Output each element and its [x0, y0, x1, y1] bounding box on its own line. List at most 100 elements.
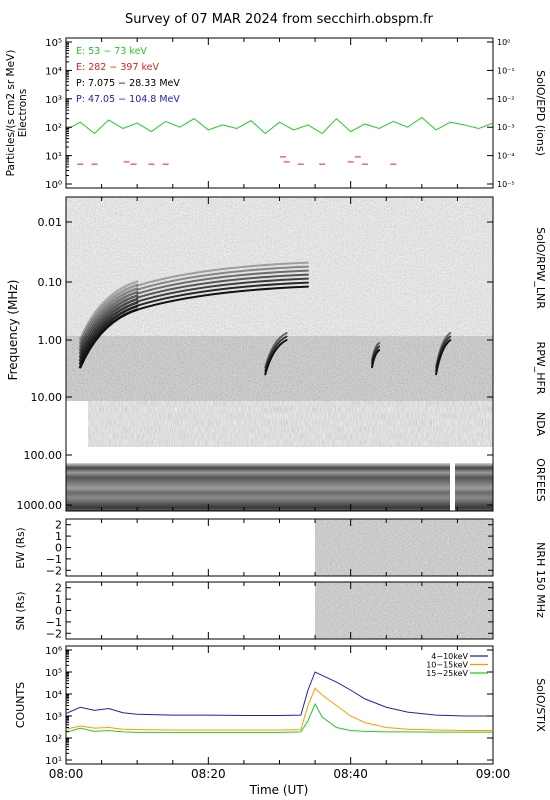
- nrh-ew-map: [315, 519, 493, 576]
- radio-burst-track: [78, 297, 139, 358]
- sn-tick-label: 1: [55, 593, 62, 606]
- epd-tick-label-left: 10⁵: [45, 38, 62, 49]
- orfees-gap: [450, 463, 455, 511]
- radio-burst-track: [78, 308, 139, 369]
- epd-tick-label-right: 10⁻⁵: [497, 180, 515, 189]
- sn-tick-label: −1: [46, 616, 62, 629]
- freq-tick-label: 0.01: [38, 216, 63, 229]
- ew-tick-label: 2: [55, 519, 62, 532]
- nrh-label: NRH 150 MHz: [534, 542, 547, 618]
- stix-tick-label: 10⁵: [45, 668, 62, 679]
- radio-burst-track: [264, 335, 288, 372]
- spectrogram-panel: 0.01 0.10 1.00 10.00 100.00 1000.00 Frequency…: [6, 196, 547, 512]
- nrh-sn-panel: 210−1−2 SN (Rs): [15, 581, 494, 640]
- epd-tick-label-right: 10⁻¹: [497, 66, 515, 75]
- radio-burst-track: [78, 301, 139, 362]
- label-hfr: RPW_HFR: [534, 342, 547, 395]
- x-tick-label: 08:40: [333, 767, 368, 781]
- epd-legend: E: 53 − 73 keV E: 282 − 397 keV P: 7.075…: [76, 46, 180, 105]
- radio-burst-track: [136, 285, 309, 311]
- epd-tick-label-right: 10⁻²: [497, 95, 515, 104]
- ew-tick-label: −2: [46, 564, 62, 577]
- freq-tick-label: 0.10: [38, 276, 63, 289]
- stix-tick-label: 10¹: [45, 756, 62, 767]
- epd-ylabel: Particles/(s cm2 sr MeV): [5, 50, 17, 177]
- orfees-spectrum: [66, 463, 493, 511]
- radio-burst-track: [78, 280, 139, 341]
- stix-legend-label-10-15kev: 10−15keV: [426, 661, 468, 670]
- sn-tick-label: 2: [55, 582, 62, 595]
- epd-tick-label-right: 10⁻⁴: [497, 152, 515, 161]
- series-e-53-73-kev: [66, 116, 493, 135]
- nrh-ew-panel: 210−1−2 EW (Rs): [15, 518, 494, 577]
- radio-burst-track: [264, 339, 288, 376]
- label-orfees: ORFEES: [534, 458, 547, 502]
- freq-tick-label: 100.00: [24, 449, 63, 462]
- label-nda: NDA: [534, 412, 547, 437]
- nrh-sn-ylabel: SN (Rs): [15, 592, 27, 631]
- epd-ylabel-right: SolO/EPD (ions): [534, 70, 547, 156]
- ew-tick-label: 1: [55, 530, 62, 543]
- epd-tick-label-left: 10⁰: [45, 180, 62, 191]
- sn-tick-label: −2: [46, 627, 62, 640]
- epd-tick-label-left: 10²: [45, 123, 62, 134]
- series-10-15kev: [66, 687, 493, 731]
- nrh-ew-ylabel: EW (Rs): [15, 527, 27, 568]
- freq-tick-label: 1.00: [38, 334, 63, 347]
- stix-ylabel: COUNTS: [14, 682, 27, 728]
- nda-spectrum: [88, 401, 493, 447]
- sn-tick-label: 0: [55, 605, 62, 618]
- freq-tick-label: 1000.00: [17, 499, 63, 512]
- legend-entry-e-53-73: E: 53 − 73 keV: [76, 46, 147, 57]
- epd-ylabel-electrons: Electrons: [17, 89, 29, 138]
- stix-ylabel-right: SolO/STIX: [534, 678, 547, 732]
- freq-tick-label: 10.00: [31, 391, 63, 404]
- radio-burst-track: [371, 349, 381, 369]
- stix-tick-label: 10³: [45, 712, 62, 723]
- lnr-spectrum: [66, 197, 493, 336]
- radio-burst-track: [264, 332, 288, 369]
- radio-burst-track: [78, 294, 139, 355]
- ew-tick-label: −1: [46, 553, 62, 566]
- legend-entry-p-47-104: P: 47.05 − 104.8 MeV: [76, 94, 180, 105]
- radio-burst-track: [78, 283, 139, 344]
- epd-tick-label-left: 10⁴: [45, 66, 62, 77]
- figure-title: Survey of 07 MAR 2024 from secchirh.obsp…: [125, 12, 434, 27]
- radio-burst-track: [136, 261, 309, 287]
- nda-blank: [66, 401, 88, 447]
- stix-tick-label: 10⁴: [45, 690, 62, 701]
- radio-burst-track: [371, 342, 381, 362]
- radio-burst-track: [435, 332, 452, 369]
- radio-burst-track: [78, 290, 139, 351]
- radio-burst-track: [136, 277, 309, 303]
- stix-panel: 10¹ 10² 10³ 10⁴ 10⁵ 10⁶ 4−10keV10−15keV15−25k…: [14, 645, 547, 767]
- x-tick-label: 09:00: [476, 767, 511, 781]
- label-lnr: SolO/RPW_LNR: [534, 227, 547, 309]
- x-tick-label: 08:20: [191, 767, 226, 781]
- x-axis-label: Time (UT): [249, 783, 309, 797]
- legend-entry-e-282-397: E: 282 − 397 keV: [76, 62, 160, 73]
- epd-tick-label-left: 10¹: [45, 152, 62, 163]
- series-4-10kev: [66, 671, 493, 717]
- epd-tick-label-right: 10⁰: [497, 38, 510, 47]
- radio-burst-track: [78, 287, 139, 348]
- stix-legend-label-4-10kev: 4−10keV: [431, 652, 468, 661]
- epd-tick-label-right: 10⁻³: [497, 123, 515, 132]
- radio-burst-track: [136, 273, 309, 299]
- radio-burst-track: [136, 265, 309, 291]
- orfees-blank: [66, 447, 493, 463]
- epd-tick-label-left: 10³: [45, 95, 62, 106]
- spectrogram-ylabel: Frequency (MHz): [6, 280, 20, 381]
- radio-burst-track: [78, 304, 139, 365]
- stix-tick-label: 10²: [45, 734, 62, 745]
- x-axis: 08:00 08:20 08:40 09:00: [49, 38, 511, 781]
- radio-burst-track: [136, 281, 309, 307]
- x-tick-label: 08:00: [49, 767, 84, 781]
- radio-burst-track: [136, 269, 309, 295]
- epd-panel: 10⁰ 10¹ 10² 10³ 10⁴ 10⁵ 10⁻⁵ 10⁻⁴ 10⁻³ 10⁻² 10⁻¹ 10…: [5, 37, 547, 191]
- ew-tick-label: 0: [55, 542, 62, 555]
- legend-entry-p-7-28: P: 7.075 − 28.33 MeV: [76, 78, 180, 89]
- stix-legend-label-15-25kev: 15−25keV: [426, 669, 468, 678]
